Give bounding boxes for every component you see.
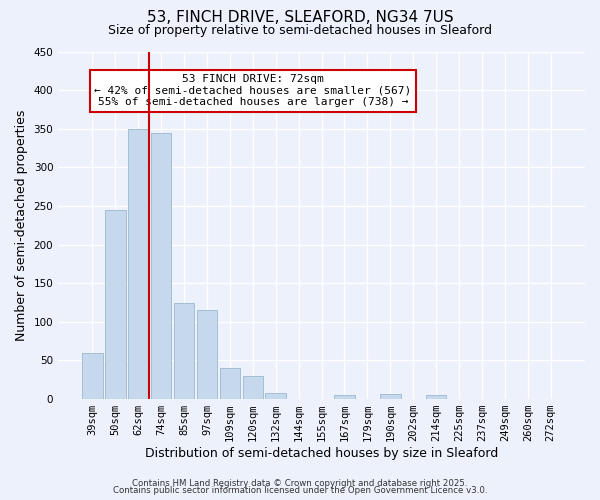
Bar <box>105 210 125 399</box>
Bar <box>197 310 217 399</box>
Text: 53 FINCH DRIVE: 72sqm
← 42% of semi-detached houses are smaller (567)
55% of sem: 53 FINCH DRIVE: 72sqm ← 42% of semi-deta… <box>94 74 412 108</box>
Text: 53, FINCH DRIVE, SLEAFORD, NG34 7US: 53, FINCH DRIVE, SLEAFORD, NG34 7US <box>146 10 454 25</box>
Bar <box>242 376 263 399</box>
Text: Contains HM Land Registry data © Crown copyright and database right 2025.: Contains HM Land Registry data © Crown c… <box>132 478 468 488</box>
Bar <box>82 352 103 399</box>
Bar <box>426 395 446 399</box>
Bar <box>380 394 401 399</box>
Text: Contains public sector information licensed under the Open Government Licence v3: Contains public sector information licen… <box>113 486 487 495</box>
Y-axis label: Number of semi-detached properties: Number of semi-detached properties <box>15 110 28 341</box>
Bar <box>174 302 194 399</box>
Bar <box>265 393 286 399</box>
X-axis label: Distribution of semi-detached houses by size in Sleaford: Distribution of semi-detached houses by … <box>145 447 498 460</box>
Bar <box>334 395 355 399</box>
Text: Size of property relative to semi-detached houses in Sleaford: Size of property relative to semi-detach… <box>108 24 492 37</box>
Bar <box>128 128 149 399</box>
Bar <box>151 132 172 399</box>
Bar <box>220 368 240 399</box>
